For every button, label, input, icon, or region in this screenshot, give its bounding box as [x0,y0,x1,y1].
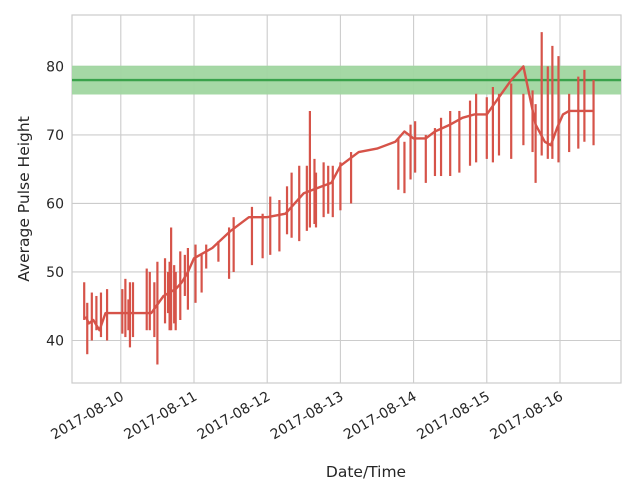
y-axis-title: Average Pulse Height [15,116,33,282]
x-tick-label: 2017-08-12 [195,389,273,444]
x-axis-title: Date/Time [326,463,406,480]
x-tick-label: 2017-08-16 [488,389,567,444]
y-tick-label: 40 [46,334,64,350]
x-tick-label: 2017-08-13 [268,389,346,444]
series-pulse-height [83,32,595,365]
x-tick-label: 2017-08-10 [48,389,126,444]
x-tick-label: 2017-08-11 [122,389,200,444]
reference-band [72,65,621,95]
y-tick-label: 50 [46,265,64,281]
y-tick-label: 80 [46,59,64,75]
x-tick-label: 2017-08-14 [341,389,420,444]
y-tick-label: 60 [46,196,64,212]
y-tick-label: 70 [46,128,64,144]
x-tick-label: 2017-08-15 [414,389,492,444]
series-line [84,65,594,332]
